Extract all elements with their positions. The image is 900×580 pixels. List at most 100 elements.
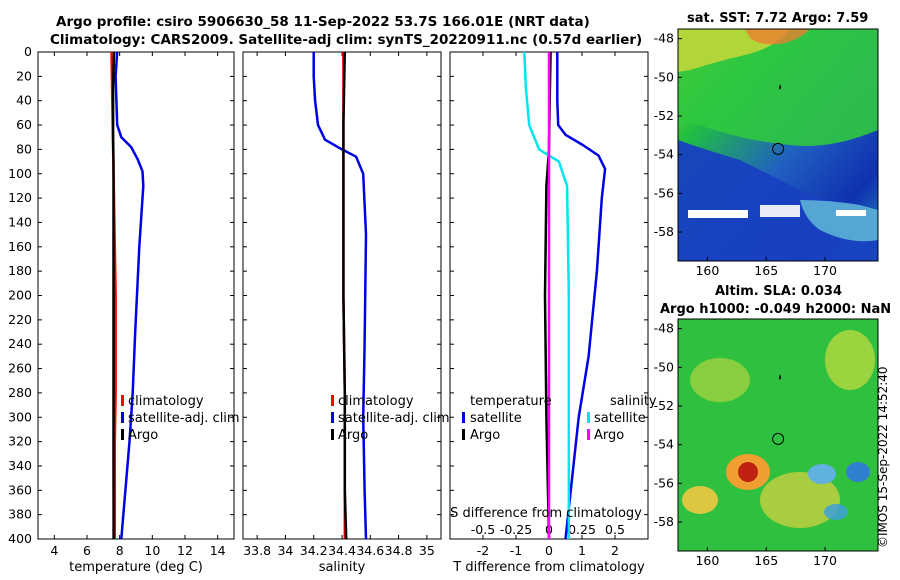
sst-map: 160 165 170 -48 -50 -52 -54 -56 -58: [654, 28, 879, 278]
temperature-legend: climatology satellite-adj. clim Argo: [121, 394, 240, 443]
x-tick-label: 14: [210, 543, 226, 558]
x-tick-label: 35: [419, 543, 435, 558]
altim-map-frame: [677, 318, 879, 552]
map-y-tick-label: -52: [654, 398, 674, 413]
altim-map-title-1: Altim. SLA: 0.034: [715, 284, 842, 299]
legend-swatch-sal-satellite: [587, 412, 590, 423]
legend-label-temp-satellite: satellite: [470, 411, 522, 426]
y-tick-label: 200: [8, 288, 32, 303]
argo-location-marker: [772, 432, 785, 445]
map-y-tick-label: -52: [654, 108, 674, 123]
altim-blue-eddy: [824, 504, 848, 520]
sst-cloud-mask: [760, 205, 800, 217]
sst-orange-patch: [745, 29, 810, 45]
x-tick-label: 12: [177, 543, 193, 558]
map-x-tick-label: 160: [695, 553, 719, 568]
y-tick-label: 80: [16, 141, 32, 156]
salinity-axes: [242, 51, 442, 540]
altim-red-eddy: [738, 462, 758, 482]
salinity-chart: 33.8 34 34.2 34.4 34.6 34.8 35: [243, 51, 441, 558]
map-y-tick-label: -54: [654, 147, 674, 162]
legend-label-climatology: climatology: [338, 394, 414, 409]
sst-map-frame: [677, 28, 879, 262]
difference-legend: temperature satellite Argo salinity sate…: [462, 394, 657, 443]
salinity-xlabel: salinity: [319, 560, 366, 575]
x-tick-label: 34: [277, 543, 293, 558]
legend-label-sal-argo: Argo: [594, 428, 624, 443]
altim-yellow-patch: [690, 358, 750, 402]
y-tick-label: 220: [8, 312, 32, 327]
y-tick-label: 300: [8, 409, 32, 424]
y-tick-label: 360: [8, 482, 32, 497]
y-tick-label: 180: [8, 263, 32, 278]
legend-title-salinity: salinity: [610, 394, 657, 409]
y-tick-label: 400: [8, 531, 32, 546]
temperature-xlabel: temperature (deg C): [69, 560, 203, 575]
x-tick-label: 8: [116, 543, 124, 558]
altim-yellow-patch: [825, 330, 875, 390]
x-tick-label: 0: [545, 543, 553, 558]
series-line: [556, 52, 607, 540]
legend-swatch-satellite: [331, 412, 334, 423]
top-tick-label: 0.5: [605, 522, 625, 537]
legend-swatch-argo: [331, 429, 334, 440]
x-tick-label: -1: [510, 543, 522, 558]
top-tick-label: -0.25: [500, 522, 532, 537]
argo-location-marker: [772, 142, 785, 155]
series-line: [342, 51, 348, 540]
y-tick-label: 120: [8, 190, 32, 205]
title-line-1: Argo profile: csiro 5906630_58 11-Sep-20…: [56, 14, 590, 30]
x-tick-label: -2: [477, 543, 489, 558]
sst-map-axes: 160 165 170 -48 -50 -52 -54 -56 -58: [654, 31, 837, 278]
y-tick-label: 20: [16, 68, 32, 83]
salinity-legend: climatology satellite-adj. clim Argo: [331, 394, 450, 443]
map-y-tick-label: -50: [654, 69, 674, 84]
map-y-tick-label: -50: [654, 359, 674, 374]
island-marker: [779, 84, 782, 90]
y-tick-label: 380: [8, 507, 32, 522]
sst-cloud-mask: [836, 210, 866, 216]
map-x-tick-label: 170: [813, 263, 837, 278]
x-tick-label: 34.2: [300, 543, 328, 558]
top-tick-label: -0.5: [471, 522, 495, 537]
y-tick-label: 260: [8, 361, 32, 376]
island-marker: [779, 374, 782, 380]
altim-blue-eddy: [808, 464, 836, 484]
x-tick-label: 34.6: [356, 543, 384, 558]
series-line: [312, 52, 368, 540]
legend-label-argo: Argo: [338, 428, 368, 443]
y-tick-label: 240: [8, 336, 32, 351]
altim-map-axes: 160 165 170 -48 -50 -52 -54 -56 -58: [654, 321, 837, 568]
legend-label-sal-satellite: satellite: [594, 411, 646, 426]
map-y-tick-label: -56: [654, 185, 674, 200]
x-tick-label: 34.4: [328, 543, 356, 558]
altim-map-title-2: Argo h1000: -0.049 h2000: NaN: [660, 302, 891, 317]
legend-swatch-climatology: [331, 395, 334, 406]
map-y-tick-label: -56: [654, 475, 674, 490]
x-tick-label: 1: [578, 543, 586, 558]
y-tick-label: 60: [16, 117, 32, 132]
map-y-tick-label: -54: [654, 437, 674, 452]
map-x-tick-label: 170: [813, 553, 837, 568]
difference-xlabel: T difference from climatology: [452, 560, 645, 575]
legend-swatch-argo: [121, 429, 124, 440]
legend-label-argo: Argo: [128, 428, 158, 443]
y-tick-label: 280: [8, 385, 32, 400]
x-tick-label: 2: [611, 543, 619, 558]
y-tick-label: 40: [16, 93, 32, 108]
altim-yellow-patch: [682, 486, 718, 514]
legend-title-temperature: temperature: [470, 394, 552, 409]
legend-swatch-climatology: [121, 395, 124, 406]
altim-blue-eddy: [846, 462, 870, 482]
legend-label-satellite: satellite-adj. clim: [338, 411, 450, 426]
legend-swatch-sal-argo: [587, 429, 590, 440]
top-tick-label: 0.25: [568, 522, 596, 537]
legend-label-climatology: climatology: [128, 394, 204, 409]
difference-top-xlabel: S difference from climatology: [450, 506, 642, 521]
altim-map: 160 165 170 -48 -50 -52 -54 -56 -58: [654, 318, 879, 568]
x-tick-label: 33.8: [243, 543, 271, 558]
legend-swatch-temp-satellite: [462, 412, 465, 423]
map-y-tick-label: -58: [654, 514, 674, 529]
legend-label-temp-argo: Argo: [470, 428, 500, 443]
